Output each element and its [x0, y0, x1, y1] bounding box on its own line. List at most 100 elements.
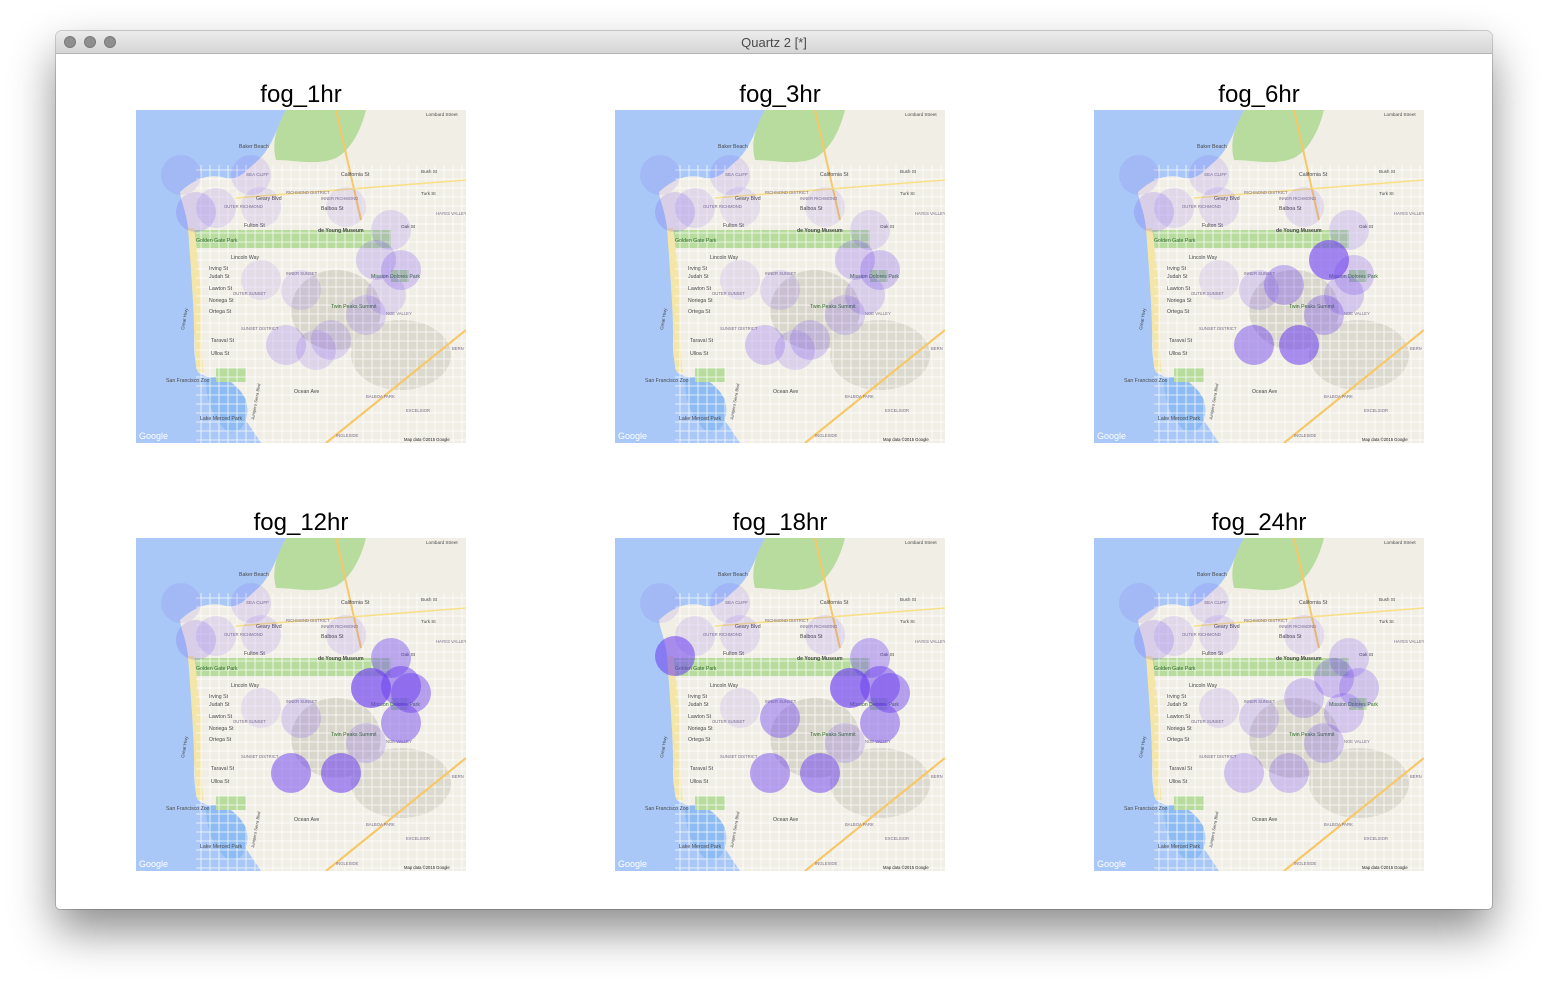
map-label: SUNSET DISTRICT: [241, 326, 279, 331]
presidio-park: [753, 538, 845, 591]
map-label: INGLESIDE: [336, 433, 359, 438]
mission-dolores-park: [391, 270, 409, 282]
map-label: Ocean Ave: [294, 817, 319, 823]
map-label: Geary Blvd: [1214, 196, 1240, 202]
map-label: BALBOA PARK: [366, 822, 395, 827]
map-label: RICHMOND DISTRICT: [286, 190, 330, 195]
map-label: Ortega St: [688, 309, 711, 315]
presidio-park: [1232, 110, 1324, 163]
map-label: Judah St: [209, 274, 230, 280]
presidio-park: [274, 538, 366, 591]
fog-marker: [745, 325, 785, 365]
map-label: Google: [1097, 859, 1126, 869]
map-label: Judah St: [688, 274, 709, 280]
map-label: California St: [1299, 600, 1328, 606]
fog-marker: [1199, 688, 1239, 728]
map-label: NOE VALLEY: [386, 739, 412, 744]
map-label: de Young Museum: [797, 656, 843, 662]
map-label: BERN: [1410, 774, 1422, 779]
map-label: RICHMOND DISTRICT: [765, 190, 809, 195]
fog-marker: [860, 250, 900, 290]
map-fog-3hr: Lombard Street Baker Beach SEA CLIFF Califo…: [615, 110, 945, 443]
map-label: INNER SUNSET: [286, 271, 318, 276]
map-label: Junipero Serra Blvd: [1208, 810, 1219, 848]
map-label: Lawton St: [209, 286, 233, 292]
map-svg: Lombard Street Baker Beach SEA CLIFF Califo…: [136, 110, 466, 443]
map-label: Ortega St: [1167, 309, 1190, 315]
fog-marker: [1284, 678, 1324, 718]
map-fog-6hr: Lombard Street Baker Beach SEA CLIFF Califo…: [1094, 110, 1424, 443]
map-label: Baker Beach: [239, 144, 269, 150]
fog-marker: [1279, 325, 1319, 365]
map-label: SUNSET DISTRICT: [1199, 754, 1237, 759]
map-label: Baker Beach: [718, 572, 748, 578]
fog-marker: [326, 615, 366, 655]
ocean-beach: [667, 228, 683, 372]
map-label: Ortega St: [209, 309, 232, 315]
map-label: de Young Museum: [797, 228, 843, 234]
map-label: OUTER SUNSET: [712, 719, 745, 724]
sf-zoo-area: [1174, 796, 1204, 810]
map-label: Noriega St: [1167, 298, 1192, 304]
map-label: Baker Beach: [1197, 572, 1227, 578]
map-label: Mission Dolores Park: [1329, 274, 1378, 280]
map-label: San Francisco Zoo: [166, 378, 210, 384]
map-label: Ulloa St: [690, 779, 709, 785]
map-label: California St: [820, 172, 849, 178]
map-label: INGLESIDE: [815, 433, 838, 438]
map-label: RICHMOND DISTRICT: [1244, 190, 1288, 195]
map-label: Irving St: [1167, 266, 1187, 272]
map-label: SEA CLIFF: [725, 600, 748, 605]
map-label: Oak St: [880, 652, 895, 657]
map-label: Taraval St: [211, 766, 235, 772]
geary-blvd: [235, 607, 466, 627]
quartz-window: Quartz 2 [*] fog_1hr fog_3hr fog_6hr fog…: [56, 31, 1492, 909]
geary-blvd: [714, 179, 945, 199]
map-label: Noriega St: [688, 298, 713, 304]
map-label: Bush St: [900, 169, 917, 174]
map-label: OUTER RICHMOND: [703, 632, 742, 637]
title-bar[interactable]: Quartz 2 [*]: [56, 31, 1492, 54]
mission-dolores-park: [870, 270, 888, 282]
map-label: Baker Beach: [1197, 144, 1227, 150]
map-label: Twin Peaks Summit: [1289, 732, 1335, 738]
map-label: Oak St: [1359, 652, 1374, 657]
fog-marker: [1224, 753, 1264, 793]
map-label: Lawton St: [1167, 714, 1191, 720]
map-label: Baker Beach: [718, 144, 748, 150]
fog-marker: [675, 188, 715, 228]
map-label: San Francisco Zoo: [1124, 378, 1168, 384]
map-label: San Francisco Zoo: [1124, 806, 1168, 812]
map-label: Noriega St: [688, 726, 713, 732]
fog-marker: [241, 688, 281, 728]
fog-marker: [800, 753, 840, 793]
map-label: Balboa St: [1279, 634, 1302, 640]
fog-overlay: [640, 155, 900, 370]
map-label: Balboa St: [321, 634, 344, 640]
map-label: HAYES VALLEY: [915, 211, 945, 216]
map-label: Lincoln Way: [1189, 255, 1217, 261]
map-label: Ulloa St: [1169, 779, 1188, 785]
map-label: Irving St: [209, 266, 229, 272]
fog-marker: [176, 620, 216, 660]
fog-marker: [1154, 188, 1194, 228]
fog-marker: [1119, 583, 1159, 623]
ocean-beach: [1146, 228, 1162, 372]
fog-overlay: [1119, 155, 1374, 365]
map-label: Irving St: [688, 266, 708, 272]
fog-marker: [366, 275, 406, 315]
fog-marker: [1154, 616, 1194, 656]
map-label: EXCELSIOR: [406, 408, 430, 413]
fog-marker: [825, 295, 865, 335]
zoom-button[interactable]: [104, 36, 116, 48]
minimize-button[interactable]: [84, 36, 96, 48]
close-button[interactable]: [64, 36, 76, 48]
fog-marker: [825, 723, 865, 763]
map-label: Lombard Street: [1384, 540, 1416, 545]
fog-marker: [1189, 155, 1229, 195]
fog-marker: [1284, 615, 1324, 655]
map-label: California St: [1299, 172, 1328, 178]
map-label: INNER RICHMOND: [321, 624, 358, 629]
map-label: de Young Museum: [318, 228, 364, 234]
map-label: Turk St: [421, 191, 436, 196]
